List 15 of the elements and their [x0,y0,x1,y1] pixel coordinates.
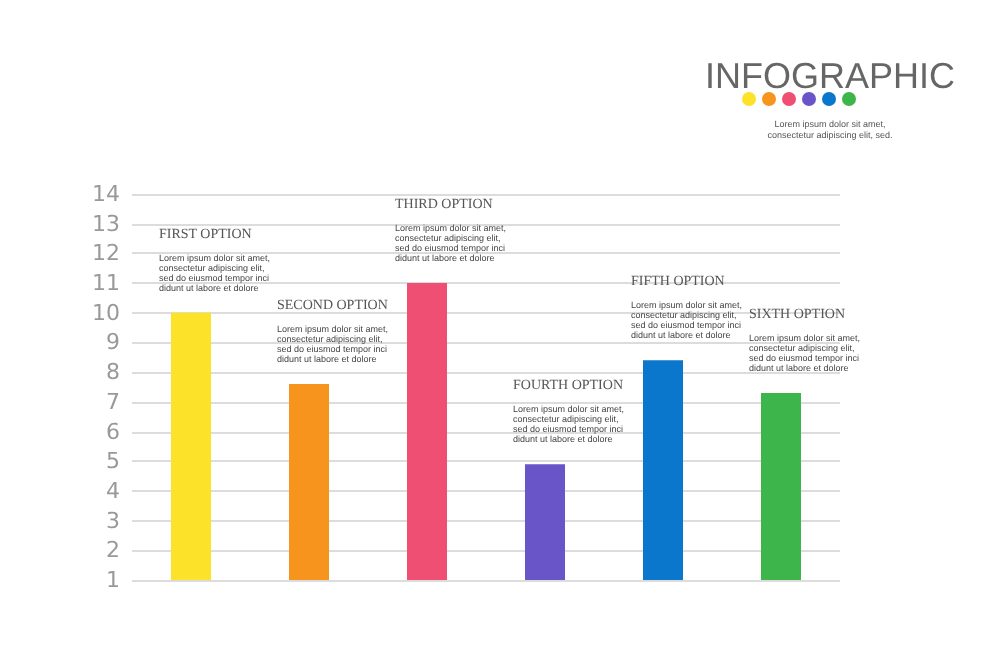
y-tick-label: 12 [92,240,120,267]
y-tick-label: 8 [106,359,120,386]
y-tick-label: 5 [106,448,120,475]
y-tick-label: 13 [92,210,120,237]
y-tick-label: 3 [106,507,120,534]
y-tick-label: 6 [106,418,120,445]
y-tick-label: 9 [106,329,120,356]
y-tick-label: 2 [106,537,120,564]
y-tick-label: 10 [92,299,120,326]
y-tick-label: 7 [106,388,120,415]
y-tick-label: 4 [106,477,120,504]
y-tick-label: 1 [106,567,120,593]
chart-title: INFOGRAPHIC [704,56,956,96]
y-tick-label: 14 [92,181,120,207]
y-tick-label: 11 [92,270,120,297]
